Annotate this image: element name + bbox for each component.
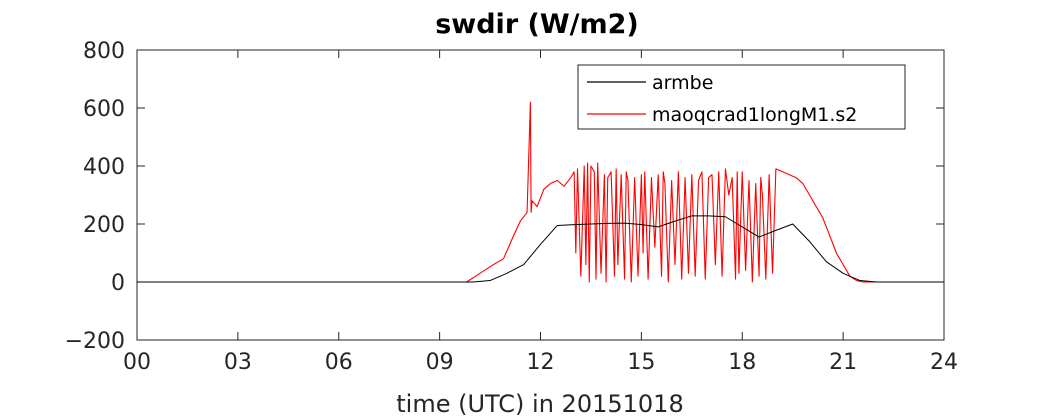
x-tick-label: 00 bbox=[123, 350, 151, 375]
x-tick-label: 18 bbox=[728, 350, 756, 375]
series-group bbox=[137, 101, 944, 283]
x-tick-label: 24 bbox=[930, 350, 958, 375]
y-tick-label: 800 bbox=[83, 39, 125, 64]
y-tick-label: 0 bbox=[111, 271, 125, 296]
legend-label-armbe: armbe bbox=[652, 72, 713, 94]
legend-box bbox=[577, 64, 906, 130]
legend: armbe maoqcrad1longM1.s2 bbox=[577, 64, 906, 130]
x-axis-label: time (UTC) in 20151018 bbox=[396, 390, 683, 417]
y-tick-label: 600 bbox=[83, 97, 125, 122]
x-axis: 00 03 06 09 12 15 18 21 24 bbox=[123, 50, 958, 375]
y-tick-label: −200 bbox=[65, 329, 125, 354]
x-tick-label: 15 bbox=[627, 350, 655, 375]
chart-title: swdir (W/m2) bbox=[435, 9, 639, 40]
y-tick-label: 200 bbox=[83, 213, 125, 238]
legend-label-maoqcrad1longM1-s2: maoqcrad1longM1.s2 bbox=[652, 104, 857, 126]
y-axis: −200 0 200 400 600 800 bbox=[65, 39, 944, 354]
series-line-maoqcrad1longM1-s2 bbox=[137, 101, 944, 283]
series-line-armbe bbox=[137, 215, 944, 283]
x-tick-label: 06 bbox=[325, 350, 353, 375]
x-tick-label: 21 bbox=[829, 350, 857, 375]
x-tick-label: 12 bbox=[527, 350, 555, 375]
y-tick-label: 400 bbox=[83, 155, 125, 180]
x-tick-label: 03 bbox=[224, 350, 252, 375]
x-tick-label: 09 bbox=[426, 350, 454, 375]
